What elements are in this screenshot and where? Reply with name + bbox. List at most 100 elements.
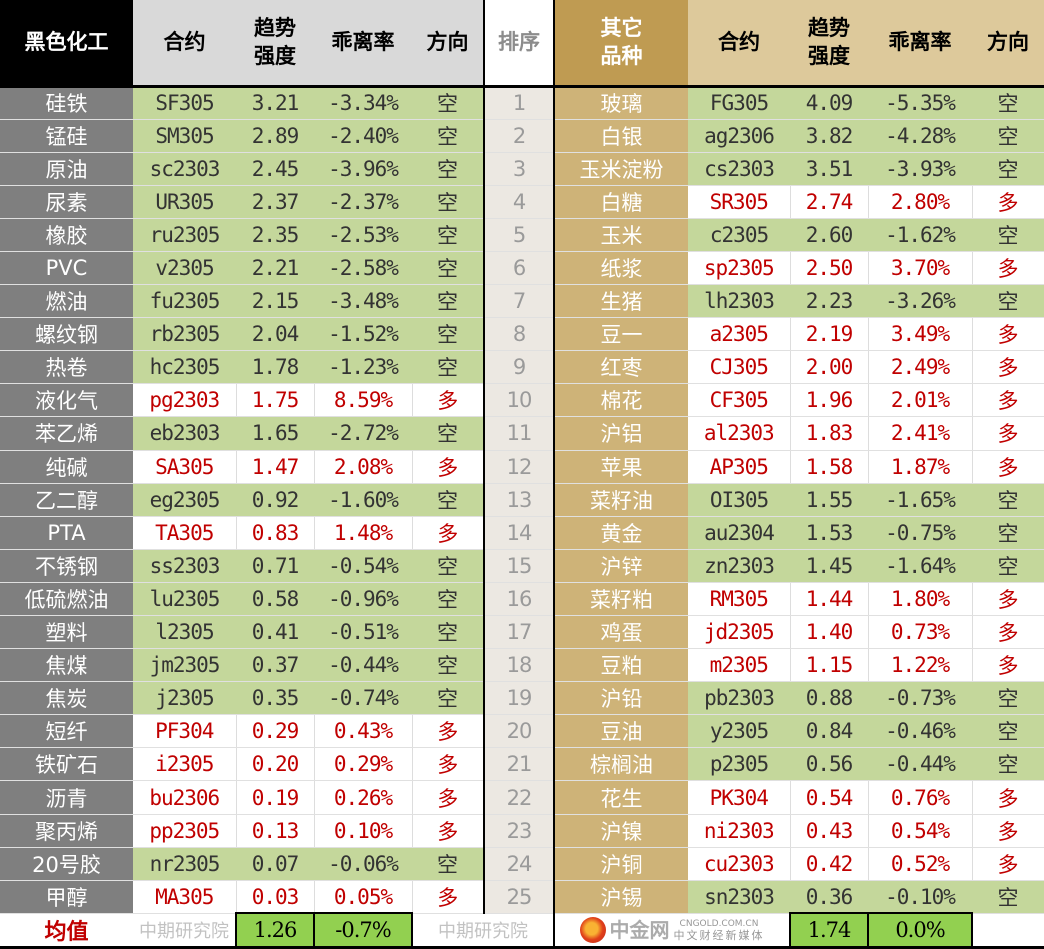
left-direction: 多 [412,516,485,550]
header-deviation-right: 乖离率 [868,0,972,88]
right-variety-name: 玻璃 [553,86,688,120]
rank-number: 13 [483,483,554,517]
left-deviation: 0.10% [314,814,413,848]
left-strength: 0.35 [236,681,314,716]
rank-number: 10 [483,383,554,418]
right-variety-name: 菜籽粕 [553,582,688,617]
left-variety-name: 沥青 [0,780,133,815]
table-row: 铁矿石 i2305 0.20 0.29% 多 21 棕榈油 p2305 0.56 -0.44% 空 [0,747,1044,782]
right-direction: 多 [972,416,1044,451]
right-strength: 1.96 [790,383,869,418]
left-contract: TA305 [133,516,237,550]
right-strength-average: 1.74 [789,912,869,949]
rank-number: 1 [483,86,554,120]
left-direction: 空 [412,648,484,683]
right-deviation: -3.26% [868,284,972,319]
left-strength: 1.78 [236,350,314,385]
right-contract: m2305 [688,648,791,683]
left-deviation: -2.72% [314,416,412,451]
left-variety-name: 甲醇 [0,880,133,914]
rank-number: 21 [483,747,554,782]
right-direction: 空 [972,218,1044,252]
right-contract: zn2303 [688,549,790,583]
right-direction: 多 [972,582,1044,617]
right-direction: 多 [972,383,1044,418]
header-strength-line2: 强度 [808,44,850,69]
table-row: 低硫燃油 lu2305 0.58 -0.96% 空 16 菜籽粕 RM305 1.44 1.80%… [0,582,1044,617]
left-direction: 多 [412,747,485,782]
logo-group: 中金网 CNGOLD.COM.CN 中文财经新媒体 [556,915,789,945]
right-strength: 2.23 [790,284,868,319]
left-strength: 2.04 [236,317,314,352]
table-row: 锰硅 SM305 2.89 -2.40% 空 2 白银 ag2306 3.82 -4.28% 空 [0,119,1044,153]
left-contract: jm2305 [133,648,236,683]
right-contract: AP305 [688,450,791,484]
left-direction: 空 [412,847,484,881]
left-deviation: 0.05% [314,880,413,914]
left-deviation: -3.34% [314,86,412,120]
left-contract: sc2303 [133,152,236,186]
table-row: 沥青 bu2306 0.19 0.26% 多 22 花生 PK304 0.54 0.76% 多 [0,780,1044,815]
right-deviation: -0.10% [868,880,972,914]
right-variety-name: 玉米 [553,218,688,252]
left-strength: 3.21 [236,86,314,120]
right-contract: p2305 [688,747,790,782]
left-deviation: -0.54% [314,549,412,583]
left-deviation: -0.96% [314,582,412,617]
right-deviation: -1.62% [868,218,972,252]
right-strength: 1.58 [790,450,869,484]
right-strength: 2.74 [790,185,869,219]
header-right-category: 其它 品种 [553,0,688,88]
left-direction: 空 [412,483,484,517]
right-direction: 空 [972,747,1044,782]
left-strength: 0.92 [236,483,314,517]
right-direction: 空 [972,714,1044,749]
left-deviation: 0.43% [314,714,413,749]
right-variety-name: 豆油 [553,714,688,749]
logo-sub: CNGOLD.COM.CN 中文财经新媒体 [674,918,765,942]
right-contract: cu2303 [688,847,791,881]
right-contract: OI305 [688,483,790,517]
right-strength: 1.55 [790,483,868,517]
left-contract: ss2303 [133,549,236,583]
right-strength: 0.54 [790,780,869,815]
left-strength: 0.29 [236,714,315,749]
right-contract: CJ305 [688,350,791,385]
rank-number: 24 [483,847,554,881]
right-deviation: -5.35% [868,86,972,120]
right-contract: cs2303 [688,152,790,186]
left-deviation: 0.26% [314,780,413,815]
left-variety-name: 焦煤 [0,648,133,683]
left-deviation-average: -0.7% [313,912,413,949]
right-strength: 3.51 [790,152,868,186]
left-deviation: -2.58% [314,251,412,286]
left-strength: 0.19 [236,780,315,815]
right-strength: 1.53 [790,516,868,550]
left-direction: 空 [412,119,484,153]
left-strength: 0.20 [236,747,315,782]
left-variety-name: 纯碱 [0,450,133,484]
right-deviation: -0.46% [868,714,972,749]
left-contract: rb2305 [133,317,236,352]
left-contract: SA305 [133,450,237,484]
left-strength: 0.07 [236,847,314,881]
header-strength-line1: 趋势 [254,16,296,41]
right-deviation: 1.22% [868,648,973,683]
right-deviation: -0.44% [868,747,972,782]
left-strength: 0.71 [236,549,314,583]
left-variety-name: 橡胶 [0,218,133,252]
left-direction: 空 [412,185,484,219]
rank-number: 11 [483,416,554,451]
table-row: 甲醇 MA305 0.03 0.05% 多 25 沪锡 sn2303 0.36 -0.10% 空 [0,880,1044,914]
right-direction: 空 [972,119,1044,153]
right-variety-name: 沪铅 [553,681,688,716]
right-deviation: 2.49% [868,350,973,385]
right-strength: 0.56 [790,747,868,782]
right-direction: 多 [972,450,1044,484]
left-strength: 0.83 [236,516,315,550]
right-variety-name: 豆一 [553,317,688,352]
right-deviation: 0.76% [868,780,973,815]
left-contract: i2305 [133,747,237,782]
rank-number: 25 [483,880,554,914]
right-contract: FG305 [688,86,790,120]
